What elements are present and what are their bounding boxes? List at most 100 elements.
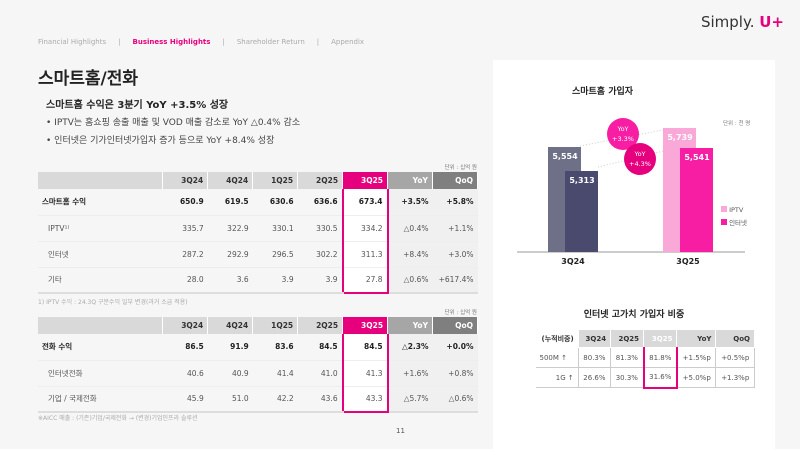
brand-logo: Simply. U+ [701, 13, 784, 31]
cell-value: +5.0%p [676, 367, 717, 388]
cell-value: 287.2 [162, 241, 208, 268]
bar-value-label: 5,739 [667, 133, 693, 143]
section-nav: Financial Highlights | Business Highligh… [38, 38, 364, 46]
cell-value: 673.4 [341, 189, 389, 216]
cell-value: +1.5%p [676, 347, 717, 368]
row-label: 1G ↑ [535, 367, 579, 388]
cell-value: △2.3% [387, 334, 433, 361]
legend-swatch [721, 206, 727, 212]
column-header: YoY [387, 172, 433, 189]
column-header: QoQ [432, 172, 479, 189]
cell-value: 51.0 [207, 386, 253, 413]
bar-value-label: 5,541 [684, 152, 710, 162]
column-header: 1Q25 [252, 172, 299, 189]
table-row: 인터넷 287.2 292.9 296.5 302.2 311.3 +8.4% +3.0% [38, 241, 478, 268]
row-label: 인터넷 [38, 241, 163, 268]
row-label: 기타 [38, 267, 163, 294]
cell-value: 41.4 [252, 360, 298, 387]
nav-financial-highlights[interactable]: Financial Highlights [38, 38, 107, 46]
column-header: 3Q24 [162, 317, 209, 334]
smarthome-revenue-table: 3Q24 4Q24 1Q25 2Q25 3Q25 YoY QoQ 스마트홈 수익 650.9 61… [38, 172, 479, 294]
bullet-iptv: • IPTV는 홈쇼핑 송출 매출 및 VOD 매출 감소로 YoY △0.4%… [46, 118, 301, 128]
table-row: 기업 / 국제전화 45.9 51.0 42.2 43.6 43.3 △5.7% △0.6% [38, 386, 478, 413]
bar-internet [565, 170, 598, 252]
cell-value: 296.5 [252, 241, 298, 268]
column-header: 4Q24 [207, 317, 254, 334]
cell-value: 26.6% [577, 367, 612, 388]
column-header: 3Q25 [643, 329, 678, 348]
table-row: 스마트홈 수익 650.9 619.5 630.6 636.6 673.4 +3.5% +5.… [38, 189, 478, 216]
yoy-bubble-internet: YoY +4.3% [624, 143, 656, 175]
cell-value: 45.9 [162, 386, 208, 413]
cell-value: +0.8% [432, 360, 478, 387]
column-header: 2Q25 [610, 329, 645, 348]
column-header: YoY [387, 317, 434, 334]
column-header [38, 172, 164, 189]
subtitle: 스마트홈 수익은 3분기 YoY +3.5% 성장 [46, 100, 229, 111]
table-row: 1G ↑ 26.6% 30.3% 31.6% +5.0%p +1.3%p [535, 367, 755, 389]
page-number: 11 [396, 427, 405, 435]
cell-value: +1.6% [387, 360, 433, 387]
cell-value: 3.9 [252, 267, 298, 294]
column-header: (누적비중) [535, 329, 579, 348]
cell-value: 41.0 [297, 360, 343, 387]
cell-value: 86.5 [162, 334, 208, 361]
cell-value: +0.0% [432, 334, 478, 361]
cell-value: 84.5 [341, 334, 389, 361]
legend-swatch [721, 219, 727, 225]
column-header: QoQ [432, 317, 478, 334]
cell-value: +1.3%p [715, 367, 755, 388]
cell-value: 43.6 [297, 386, 343, 413]
cell-value: 81.3% [610, 347, 645, 368]
nav-appendix[interactable]: Appendix [331, 38, 365, 46]
legend-internet: 인터넷 [721, 217, 747, 227]
column-header: YoY [676, 329, 717, 348]
nav-business-highlights[interactable]: Business Highlights [132, 38, 211, 46]
cell-value: 330.1 [252, 215, 298, 242]
logo-accent: U+ [759, 13, 784, 31]
cell-value: 3.6 [207, 267, 253, 294]
unit-label: 단위 : 십억 원 [444, 310, 477, 316]
cell-value: 80.3% [577, 347, 612, 368]
chart-title: 스마트홈 가입자 [571, 87, 634, 97]
column-header: 1Q25 [252, 317, 299, 334]
cell-value: 84.5 [297, 334, 343, 361]
cell-value: 41.3 [341, 360, 389, 387]
x-tick-label: 3Q24 [561, 257, 585, 266]
cell-value: 619.5 [207, 189, 253, 216]
cell-value: △0.6% [432, 386, 478, 413]
nav-separator: | [316, 38, 320, 46]
row-label: IPTV¹⁾ [38, 215, 163, 242]
cell-value: 83.6 [252, 334, 298, 361]
cell-value: 311.3 [341, 241, 389, 268]
cell-value: 40.9 [207, 360, 253, 387]
nav-separator: | [118, 38, 121, 46]
column-header: 3Q25 [342, 172, 389, 189]
nav-shareholder-return[interactable]: Shareholder Return [236, 38, 305, 46]
table-row: 500M ↑ 80.3% 81.3% 81.8% +1.5%p +0.5%p [535, 347, 755, 368]
legend-iptv: IPTV [721, 206, 743, 214]
nav-separator: | [222, 38, 225, 46]
page-title: 스마트홈/전화 [38, 69, 139, 89]
bar-internet [680, 147, 713, 252]
column-header: 3Q24 [577, 329, 612, 348]
cell-value: 335.7 [162, 215, 208, 242]
cell-value: 91.9 [207, 334, 253, 361]
column-header: 3Q24 [162, 172, 209, 189]
cell-value: +3.0% [432, 241, 478, 268]
table-row: 기타 28.0 3.6 3.9 3.9 27.8 △0.6% +617.4% [38, 267, 478, 294]
cell-value: 322.9 [207, 215, 253, 242]
column-header: 2Q25 [297, 317, 344, 334]
cell-value: 43.3 [341, 386, 389, 413]
cell-value: 636.6 [297, 189, 343, 216]
row-label: 기업 / 국제전화 [38, 386, 163, 413]
bar-value-label: 5,313 [569, 175, 595, 185]
cell-value: 302.2 [297, 241, 343, 268]
x-tick-label: 3Q25 [676, 257, 700, 266]
row-label: 스마트홈 수익 [38, 189, 163, 216]
footnote: ※AICC 매출 : (기존)기업/국제전화 → (변경)기업인프라 솔루션 [38, 415, 198, 422]
cell-value: 28.0 [162, 267, 208, 294]
cell-value: △0.4% [387, 215, 433, 242]
table-row: 인터넷전화 40.6 40.9 41.4 41.0 41.3 +1.6% +0.8% [38, 360, 478, 387]
